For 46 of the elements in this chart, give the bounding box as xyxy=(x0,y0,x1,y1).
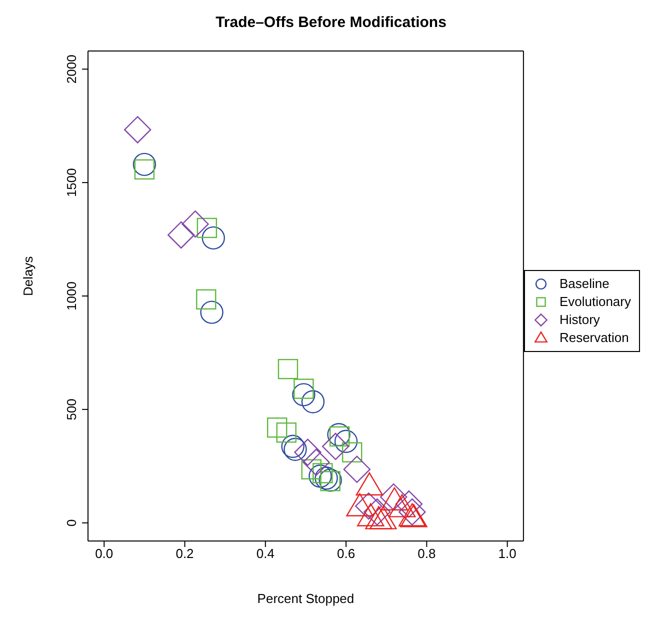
point xyxy=(202,226,225,250)
point xyxy=(168,221,195,249)
chart-title: Trade–Offs Before Modifications xyxy=(214,13,448,33)
point xyxy=(398,498,426,526)
legend-label: Reservation xyxy=(559,329,629,347)
y-tick-label: 1000 xyxy=(64,282,79,310)
point xyxy=(132,152,156,176)
point xyxy=(342,442,362,462)
point xyxy=(267,417,288,438)
point xyxy=(302,448,330,476)
point xyxy=(196,289,216,310)
point xyxy=(182,210,209,238)
x-tick-label: 0.0 xyxy=(95,546,114,562)
point xyxy=(301,390,325,414)
x-tick-label: 0.2 xyxy=(176,546,194,562)
legend-label: Baseline xyxy=(559,275,610,293)
y-tick-label: 0 xyxy=(64,519,79,526)
point xyxy=(294,378,314,399)
y-tick-label: 500 xyxy=(64,398,79,420)
point xyxy=(343,456,371,483)
point xyxy=(314,466,338,490)
point xyxy=(355,492,382,520)
x-tick-label: 0.8 xyxy=(418,546,436,562)
point xyxy=(395,490,423,518)
point xyxy=(294,438,322,466)
x-tick-label: 0.4 xyxy=(256,546,274,562)
point xyxy=(363,498,391,526)
point xyxy=(276,422,296,443)
legend-label: History xyxy=(559,311,600,329)
point xyxy=(196,218,218,238)
point xyxy=(380,483,408,511)
point xyxy=(200,300,224,324)
y-axis-title: Delays xyxy=(20,256,36,296)
point xyxy=(322,432,350,460)
point xyxy=(292,383,316,406)
point xyxy=(308,464,332,488)
x-axis-title: Percent Stopped xyxy=(257,591,354,606)
point xyxy=(134,159,155,180)
y-tick-label: 1500 xyxy=(64,168,79,198)
point xyxy=(312,463,333,484)
point xyxy=(124,116,152,144)
point xyxy=(278,358,298,380)
y-tick-label: 2000 xyxy=(64,54,79,84)
legend-label: Evolutionary xyxy=(559,293,631,311)
x-tick-label: 0.6 xyxy=(337,546,356,562)
x-tick-label: 1.0 xyxy=(498,546,516,562)
